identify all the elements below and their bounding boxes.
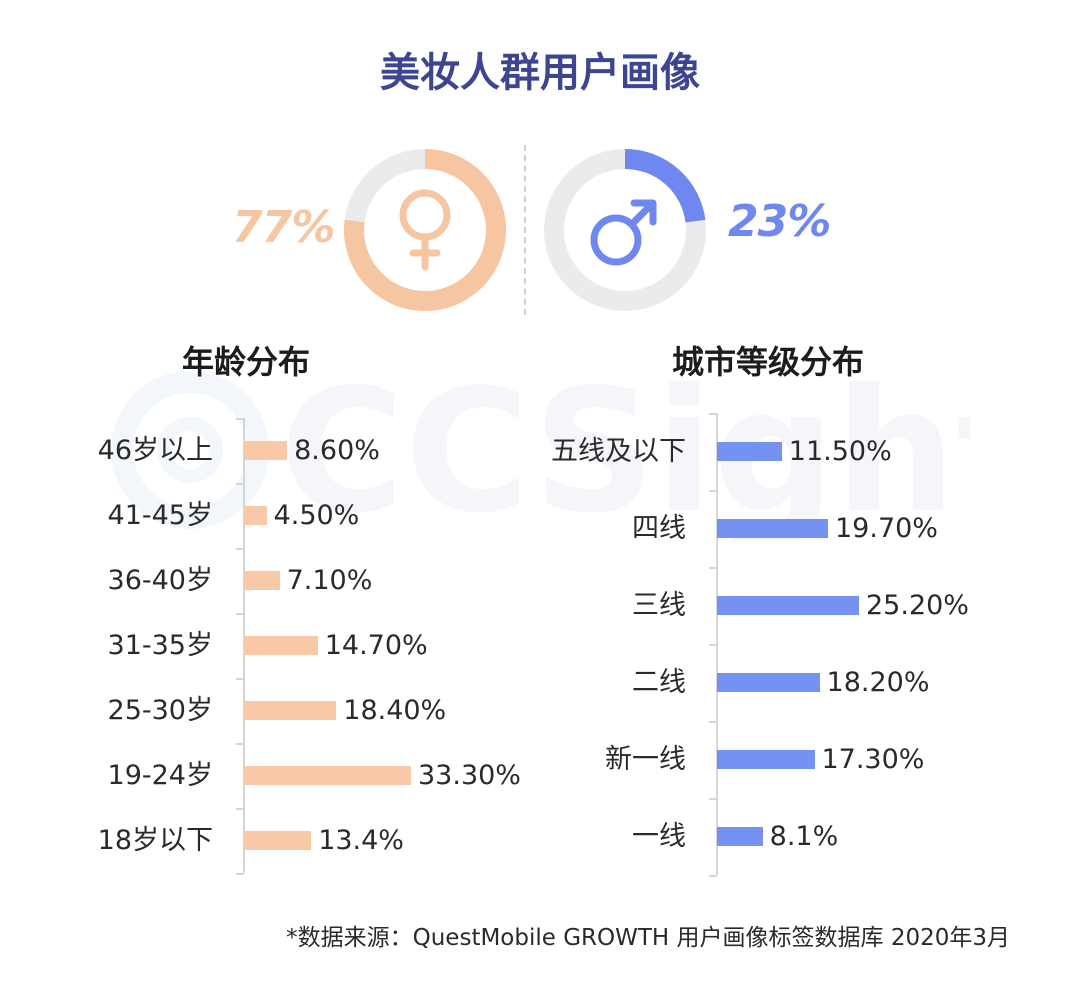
male-ring bbox=[544, 149, 706, 311]
data-label: 7.10% bbox=[286, 564, 373, 596]
data-label: 14.70% bbox=[324, 629, 428, 661]
axis-tick bbox=[709, 567, 717, 569]
category-label: 25-30岁 bbox=[107, 694, 213, 726]
bar bbox=[244, 635, 318, 655]
axis-tick bbox=[236, 613, 244, 615]
female-percentage: 77% bbox=[232, 202, 335, 253]
data-label: 8.1% bbox=[769, 820, 839, 852]
axis-tick bbox=[709, 875, 717, 877]
bar bbox=[244, 440, 288, 460]
axis-tick bbox=[709, 490, 717, 492]
female-ring-progress bbox=[344, 149, 506, 311]
data-label: 33.30% bbox=[418, 759, 521, 791]
data-source-note: *数据来源：QuestMobile GROWTH 用户画像标签数据库 2020年… bbox=[286, 925, 1010, 951]
age-distribution-title: 年龄分布 bbox=[182, 343, 311, 381]
axis-tick bbox=[236, 418, 244, 420]
axis-tick bbox=[236, 743, 244, 745]
axis-tick bbox=[236, 483, 244, 485]
bar bbox=[244, 505, 267, 525]
bar bbox=[717, 595, 859, 615]
category-label: 三线 bbox=[632, 589, 686, 621]
axis-tick bbox=[709, 798, 717, 800]
axis-tick bbox=[709, 721, 717, 723]
gender-divider bbox=[524, 145, 526, 315]
data-label: 4.50% bbox=[273, 499, 360, 531]
category-label: 二线 bbox=[632, 666, 686, 698]
data-label: 18.20% bbox=[826, 666, 930, 698]
axis-tick bbox=[709, 644, 717, 646]
male-ring-progress bbox=[544, 149, 706, 311]
bar bbox=[717, 749, 815, 769]
category-label: 五线及以下 bbox=[551, 435, 686, 467]
male-percentage: 23% bbox=[728, 196, 831, 247]
data-label: 11.50% bbox=[788, 435, 892, 467]
page-title: 美妆人群用户画像 bbox=[380, 50, 700, 96]
category-label: 46岁以上 bbox=[97, 434, 213, 466]
data-label: 8.60% bbox=[294, 434, 380, 466]
axis-tick bbox=[709, 413, 717, 415]
bar bbox=[244, 700, 337, 720]
city-tier-distribution-title: 城市等级分布 bbox=[672, 343, 865, 381]
data-label: 19.70% bbox=[835, 512, 938, 544]
data-label: 17.30% bbox=[821, 743, 925, 775]
category-label: 36-40岁 bbox=[107, 564, 213, 596]
category-label: 新一线 bbox=[605, 743, 686, 775]
data-label: 18.40% bbox=[343, 694, 447, 726]
male-symbol-icon bbox=[590, 199, 657, 266]
chart-axis bbox=[716, 413, 718, 875]
axis-tick bbox=[236, 873, 244, 875]
bar bbox=[717, 826, 763, 846]
category-label: 四线 bbox=[632, 512, 686, 544]
axis-tick bbox=[236, 808, 244, 810]
bar bbox=[244, 830, 312, 850]
category-label: 41-45岁 bbox=[107, 499, 213, 531]
data-label: 13.4% bbox=[318, 824, 404, 856]
bar bbox=[244, 765, 411, 785]
female-symbol-icon bbox=[399, 189, 451, 271]
data-label: 25.20% bbox=[866, 589, 969, 621]
category-label: 18岁以下 bbox=[97, 824, 213, 856]
bar bbox=[717, 672, 820, 692]
category-label: 一线 bbox=[632, 820, 686, 852]
bar bbox=[244, 570, 280, 590]
female-ring bbox=[344, 149, 506, 311]
axis-tick bbox=[236, 548, 244, 550]
category-label: 31-35岁 bbox=[107, 629, 213, 661]
bar bbox=[717, 518, 828, 538]
category-label: 19-24岁 bbox=[107, 759, 213, 791]
axis-tick bbox=[236, 678, 244, 680]
bar bbox=[717, 441, 782, 461]
